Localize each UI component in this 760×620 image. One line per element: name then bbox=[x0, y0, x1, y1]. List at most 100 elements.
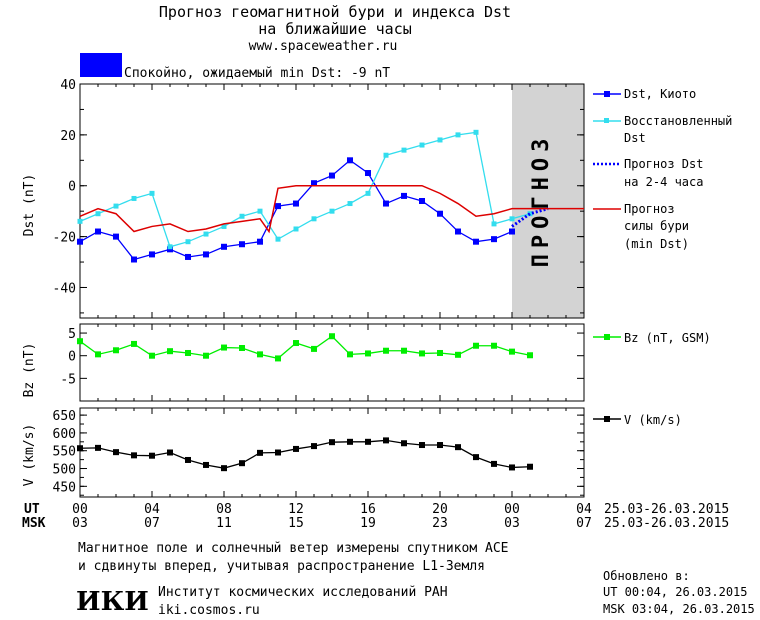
data-point bbox=[311, 180, 317, 187]
data-point bbox=[473, 129, 479, 135]
updated-ut: UT 00:04, 26.03.2015 bbox=[603, 585, 748, 599]
data-point bbox=[437, 442, 443, 449]
data-point bbox=[149, 190, 155, 196]
data-point bbox=[131, 256, 137, 263]
data-point bbox=[329, 333, 335, 340]
msk-label: MSK bbox=[22, 516, 46, 531]
msk-tick-label: 15 bbox=[288, 516, 304, 531]
data-point bbox=[455, 228, 461, 235]
data-point bbox=[383, 347, 389, 354]
updated-msk: MSK 03:04, 26.03.2015 bbox=[603, 602, 755, 616]
data-point bbox=[131, 195, 137, 201]
data-point bbox=[131, 340, 137, 347]
data-point bbox=[401, 192, 407, 199]
institute-url[interactable]: iki.cosmos.ru bbox=[158, 603, 260, 618]
data-point bbox=[167, 449, 173, 456]
data-point bbox=[401, 440, 407, 447]
data-point bbox=[347, 438, 353, 445]
data-point bbox=[473, 238, 479, 245]
data-point bbox=[455, 351, 461, 358]
data-point bbox=[437, 137, 443, 143]
legend-storm-forecast-2: силы бури bbox=[624, 219, 689, 233]
legend-dst-restored-marker bbox=[604, 118, 609, 123]
y-tick-label: 0 bbox=[68, 350, 76, 365]
status-swatch bbox=[80, 53, 122, 77]
data-point bbox=[491, 460, 497, 467]
data-point bbox=[509, 216, 515, 222]
footer-note-2: и сдвинуты вперед, учитывая распростране… bbox=[78, 559, 485, 574]
data-point bbox=[527, 211, 533, 217]
data-point bbox=[239, 460, 245, 467]
data-point bbox=[473, 454, 479, 461]
data-point bbox=[365, 350, 371, 357]
legend-storm-forecast-1: Прогноз bbox=[624, 202, 675, 216]
data-point bbox=[419, 198, 425, 204]
data-point bbox=[239, 345, 245, 352]
v-panel-frame bbox=[79, 407, 585, 498]
ut-tick-label: 16 bbox=[360, 502, 376, 517]
data-point bbox=[275, 236, 281, 242]
data-point bbox=[185, 253, 191, 260]
data-point bbox=[365, 190, 371, 196]
y-tick-label: 450 bbox=[53, 480, 76, 495]
data-point bbox=[347, 351, 353, 358]
data-point bbox=[257, 238, 263, 245]
data-point bbox=[167, 244, 173, 250]
data-point bbox=[491, 236, 497, 243]
data-point bbox=[149, 352, 155, 359]
data-point bbox=[311, 216, 317, 222]
ut-label: UT bbox=[24, 502, 40, 517]
data-point bbox=[275, 355, 281, 362]
data-point bbox=[401, 347, 407, 354]
data-point bbox=[149, 251, 155, 258]
data-point bbox=[473, 342, 479, 349]
msk-tick-label: 23 bbox=[432, 516, 448, 531]
data-point bbox=[419, 350, 425, 357]
bz-axis-label: Bz (nT) bbox=[22, 343, 37, 398]
data-point bbox=[239, 213, 245, 219]
y-tick-label: -40 bbox=[53, 281, 76, 296]
data-point bbox=[113, 347, 119, 354]
ut-tick-label: 20 bbox=[432, 502, 448, 517]
footer-note-1: Магнитное поле и солнечный ветер измерен… bbox=[78, 541, 508, 556]
data-point bbox=[527, 463, 533, 470]
legend-dst-forecast-1: Прогноз Dst bbox=[624, 157, 703, 171]
data-point bbox=[77, 218, 83, 224]
ut-tick-label: 00 bbox=[72, 502, 88, 517]
data-point bbox=[77, 445, 83, 452]
data-point bbox=[131, 452, 137, 459]
data-point bbox=[527, 352, 533, 359]
data-point bbox=[329, 439, 335, 446]
y-tick-label: 600 bbox=[53, 427, 76, 442]
data-point bbox=[95, 444, 101, 451]
data-point bbox=[437, 349, 443, 356]
y-tick-label: -5 bbox=[60, 372, 76, 387]
institute-name: Институт космических исследований РАН bbox=[158, 585, 448, 600]
page-subtitle: на ближайшие часы bbox=[258, 20, 412, 38]
data-point bbox=[293, 226, 299, 232]
data-point bbox=[383, 437, 389, 444]
legend-storm-forecast-3: (min Dst) bbox=[624, 237, 689, 251]
status-text: Спокойно, ожидаемый min Dst: -9 nT bbox=[124, 66, 390, 81]
series-line-20 bbox=[79, 439, 531, 469]
data-point bbox=[329, 208, 335, 214]
v-axis-label: V (km/s) bbox=[22, 424, 37, 487]
legend-dst-restored-1: Восстановленный bbox=[624, 114, 732, 128]
y-tick-label: 650 bbox=[53, 409, 76, 424]
data-point bbox=[203, 352, 209, 359]
data-point bbox=[95, 211, 101, 217]
updated-label: Обновлено в: bbox=[603, 569, 690, 583]
msk-tick-label: 07 bbox=[576, 516, 592, 531]
data-point bbox=[509, 464, 515, 471]
msk-tick-label: 11 bbox=[216, 516, 232, 531]
data-point bbox=[221, 344, 227, 351]
legend-dst-forecast-2: на 2-4 часа bbox=[624, 175, 703, 189]
data-point bbox=[365, 170, 371, 177]
dst-panel-frame bbox=[79, 83, 585, 319]
series-line-3 bbox=[79, 184, 584, 234]
data-point bbox=[185, 456, 191, 463]
site-url[interactable]: www.spaceweather.ru bbox=[249, 39, 398, 54]
data-point bbox=[95, 228, 101, 235]
legend: Dst, Киото Восстановленный Dst Прогноз D… bbox=[593, 87, 732, 427]
